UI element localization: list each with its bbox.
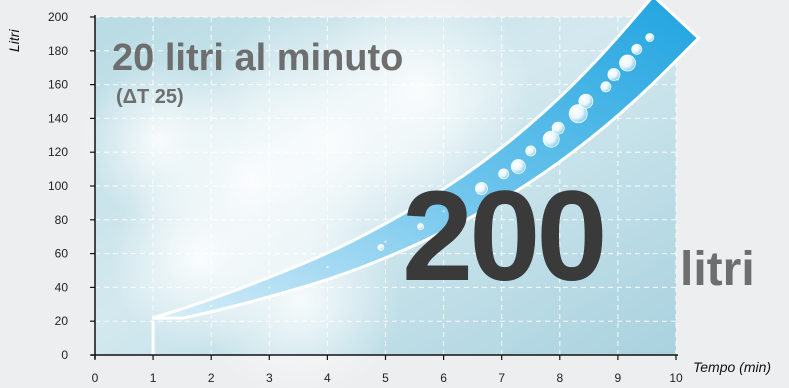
x-tick-label: 10 bbox=[669, 371, 683, 385]
data-point bbox=[442, 210, 445, 213]
bubble-decoration bbox=[510, 159, 526, 174]
data-point bbox=[326, 265, 329, 269]
data-point bbox=[268, 286, 271, 289]
bubble-decoration bbox=[525, 145, 537, 157]
volume-curve bbox=[151, 0, 701, 355]
x-tick-label: 9 bbox=[615, 371, 622, 385]
axes: 0 20 40 60 80 100 120 140 160 180 200 0 1 2 3 4 5 6 7 8 9 10 bbox=[48, 10, 683, 385]
data-point bbox=[674, 15, 678, 19]
chart-subtitle: (ΔT 25) bbox=[116, 86, 184, 108]
bubble-decoration bbox=[417, 223, 424, 230]
y-tick-label: 0 bbox=[61, 348, 68, 362]
bubble-decoration bbox=[607, 68, 621, 81]
y-tick-label: 180 bbox=[48, 44, 68, 58]
bubble-decoration bbox=[645, 33, 655, 42]
x-tick-label: 5 bbox=[382, 371, 389, 385]
x-tick-label: 4 bbox=[324, 371, 331, 385]
data-point bbox=[151, 320, 155, 323]
bubble-decoration bbox=[578, 93, 594, 109]
y-tick-label: 140 bbox=[48, 111, 68, 125]
steam-decoration bbox=[80, 0, 530, 388]
x-tick-label: 3 bbox=[266, 371, 273, 385]
bubble-decoration bbox=[377, 243, 385, 251]
x-axis-title: Tempo (min) bbox=[693, 359, 771, 375]
bubble-decoration bbox=[631, 43, 643, 55]
chart-title: 20 litri al minuto bbox=[112, 37, 403, 79]
x-tick-label: 8 bbox=[556, 371, 563, 385]
y-tick-label: 80 bbox=[55, 213, 69, 227]
bubble-decoration bbox=[551, 121, 565, 135]
data-point bbox=[384, 240, 387, 243]
bubble-decoration bbox=[600, 81, 612, 93]
y-tick-label: 120 bbox=[48, 145, 68, 159]
big-unit: litri bbox=[680, 243, 755, 296]
x-tick-label: 1 bbox=[150, 371, 157, 385]
series-band bbox=[151, 0, 701, 320]
bubble-decoration bbox=[454, 198, 464, 208]
x-tick-label: 6 bbox=[440, 371, 447, 385]
big-value: 200 bbox=[402, 165, 604, 308]
y-tick-label: 160 bbox=[48, 78, 68, 92]
data-point bbox=[210, 304, 213, 308]
bubble-decoration bbox=[542, 130, 560, 148]
bubble-decoration bbox=[568, 104, 588, 124]
x-tick-label: 2 bbox=[208, 371, 215, 385]
bubble-decoration bbox=[498, 168, 510, 180]
y-tick-label: 60 bbox=[55, 247, 69, 261]
bubble-decoration bbox=[475, 182, 488, 195]
y-tick-label: 100 bbox=[48, 179, 68, 193]
y-tick-label: 40 bbox=[55, 280, 69, 294]
x-tick-label: 0 bbox=[92, 371, 99, 385]
x-tick-label: 7 bbox=[498, 371, 505, 385]
y-axis-title: Litri bbox=[6, 29, 22, 52]
bubble-decoration bbox=[619, 54, 636, 72]
y-tick-label: 20 bbox=[55, 314, 69, 328]
y-tick-label: 200 bbox=[48, 10, 68, 24]
